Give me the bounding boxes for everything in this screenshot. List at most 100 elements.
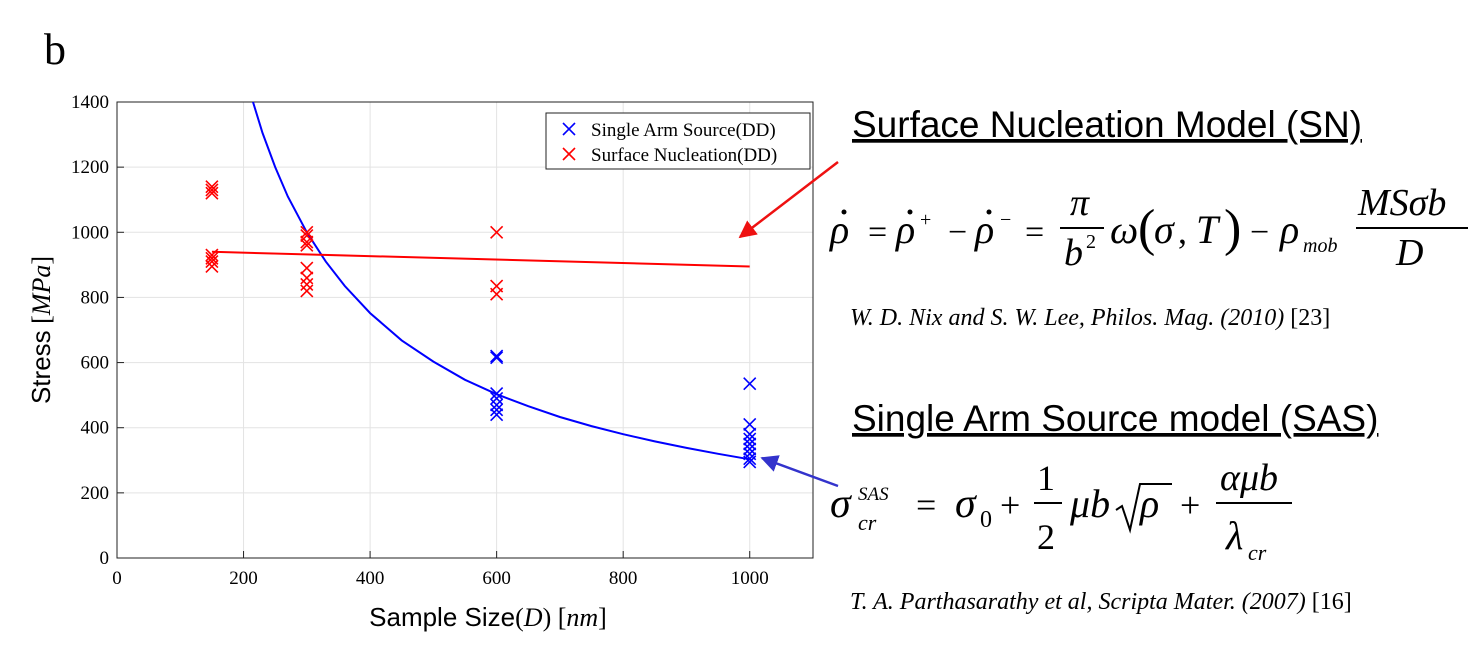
- data-points: [205, 180, 757, 469]
- x-tick-label: 1000: [731, 568, 769, 589]
- sas-reference: T. A. Parthasarathy et al, Scripta Mater…: [850, 589, 1352, 615]
- svg-text:ρ: ρ: [894, 207, 915, 252]
- legend-label-sas: Single Arm Source(DD): [591, 120, 776, 141]
- y-tick-label: 600: [81, 353, 110, 374]
- svg-text:T: T: [1196, 207, 1221, 252]
- legend-marker-sn: [562, 147, 576, 161]
- svg-text:ω: ω: [1110, 207, 1138, 252]
- svg-text:−: −: [1250, 214, 1269, 251]
- svg-text:MSσb: MSσb: [1357, 182, 1446, 224]
- sas-fit-curve: [252, 101, 750, 461]
- data-point: [743, 437, 757, 451]
- y-tick-label: 1000: [71, 222, 109, 243]
- data-point: [743, 452, 757, 466]
- svg-text:1: 1: [1037, 458, 1055, 498]
- sn-equation: ρ = ρ + − ρ − = π b 2 ω ( σ , T ) − ρ mo…: [828, 182, 1468, 274]
- x-tick-label: 800: [609, 568, 638, 589]
- x-tick-label: 600: [482, 568, 511, 589]
- svg-text:ρ: ρ: [973, 207, 994, 252]
- svg-text:λ: λ: [1225, 513, 1243, 558]
- x-tick-label: 200: [229, 568, 258, 589]
- svg-text:αμb: αμb: [1220, 457, 1278, 499]
- svg-text:mob: mob: [1303, 235, 1337, 257]
- svg-text:2: 2: [1086, 231, 1096, 253]
- data-point: [300, 235, 314, 249]
- svg-text:+: +: [920, 209, 931, 231]
- svg-text:2: 2: [1037, 517, 1055, 557]
- data-point: [490, 351, 504, 365]
- svg-text:): ): [1224, 200, 1241, 257]
- svg-text:=: =: [1025, 214, 1044, 251]
- svg-text:cr: cr: [858, 510, 877, 535]
- data-point: [300, 238, 314, 252]
- sn-fit-line: [211, 250, 750, 268]
- svg-text:−: −: [1000, 209, 1011, 231]
- sn-series: [205, 180, 504, 301]
- data-point: [205, 186, 219, 200]
- y-tick-label: 1200: [71, 157, 109, 178]
- data-point: [490, 386, 504, 401]
- data-point: [205, 180, 219, 194]
- data-point: [490, 403, 504, 417]
- svg-text:0: 0: [980, 507, 992, 533]
- svg-text:ρ: ρ: [1138, 481, 1159, 526]
- y-tick-label: 400: [81, 418, 110, 439]
- y-tick-label: 1400: [71, 92, 109, 113]
- data-point: [300, 225, 314, 239]
- svg-text:σ: σ: [830, 481, 853, 527]
- fit-curves: [211, 101, 750, 461]
- x-tick-label: 0: [112, 568, 122, 589]
- svg-text:ρ: ρ: [828, 207, 849, 252]
- data-point: [205, 255, 219, 269]
- data-point: [743, 377, 757, 391]
- sn-heading: Surface Nucleation Model (SN): [852, 104, 1362, 145]
- svg-text:+: +: [1000, 485, 1020, 525]
- x-tick-label: 400: [356, 568, 385, 589]
- axis-ticks: 0 200 400 600 800 1000 0 200 400 600 800 1000 1200 14…: [71, 92, 769, 589]
- plot-frame: [116, 101, 814, 559]
- sas-series: [490, 349, 757, 469]
- data-point: [490, 287, 504, 301]
- data-point: [300, 271, 314, 285]
- svg-text:,: ,: [1178, 211, 1187, 251]
- data-point: [743, 417, 757, 432]
- svg-text:σ: σ: [955, 481, 978, 527]
- data-point: [300, 284, 314, 298]
- data-point: [490, 349, 504, 363]
- svg-text:μb: μb: [1069, 481, 1110, 526]
- y-tick-label: 200: [81, 483, 110, 504]
- svg-text:D: D: [1395, 232, 1423, 274]
- data-point: [300, 261, 314, 275]
- sas-equation: σ SAS cr = σ 0 + 1 2 μb ρ + αμb λ cr: [830, 457, 1292, 565]
- svg-text:b: b: [1064, 232, 1083, 274]
- data-point: [490, 398, 504, 412]
- svg-text:(: (: [1138, 200, 1155, 257]
- data-point: [300, 228, 314, 243]
- svg-text:cr: cr: [1248, 540, 1267, 565]
- data-point: [205, 248, 219, 262]
- y-tick-label: 800: [81, 287, 110, 308]
- svg-text:σ: σ: [1154, 207, 1175, 252]
- x-axis-label: Sample Size(D) [nm]: [369, 602, 607, 632]
- y-axis-label: Stress [MPa]: [26, 256, 56, 404]
- grid-lines: [116, 101, 813, 559]
- legend: Single Arm Source(DD) Surface Nucleation…: [545, 112, 811, 170]
- data-point: [490, 391, 504, 405]
- svg-text:=: =: [916, 485, 936, 525]
- svg-text:SAS: SAS: [858, 484, 889, 505]
- sas-heading: Single Arm Source model (SAS): [852, 398, 1378, 439]
- data-point: [743, 442, 757, 456]
- data-point: [490, 408, 504, 422]
- svg-text:ρ: ρ: [1278, 207, 1299, 252]
- data-point: [300, 277, 314, 291]
- sn-arrow: [738, 161, 839, 239]
- legend-marker-sas: [562, 122, 576, 136]
- svg-text:+: +: [1180, 485, 1200, 525]
- data-point: [743, 427, 757, 441]
- y-tick-label: 0: [100, 548, 110, 569]
- data-point: [205, 183, 219, 197]
- data-point: [205, 259, 219, 274]
- svg-text:=: =: [868, 214, 887, 251]
- legend-label-sn: Surface Nucleation(DD): [591, 145, 777, 166]
